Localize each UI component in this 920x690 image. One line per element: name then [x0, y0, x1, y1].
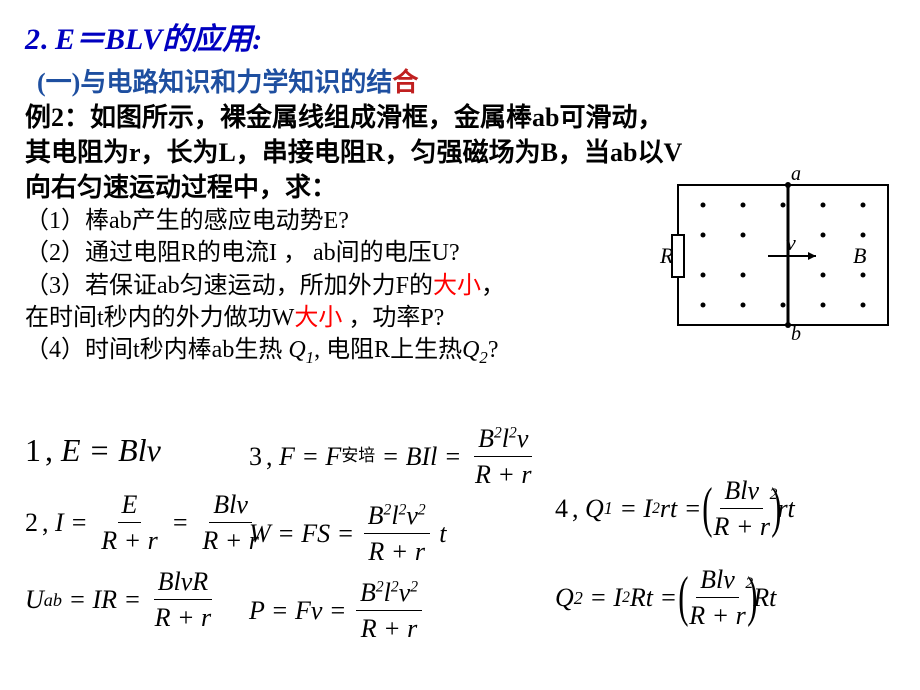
q3-part-b: ，: [481, 273, 505, 299]
formula-col-1: 1, E = Blv 2, I = ER + r = BlvR + r Uab …: [25, 415, 266, 641]
svg-text:B: B: [853, 243, 866, 268]
problem-line-1: 例2：如图所示，裸金属线组成滑框，金属棒ab可滑动，: [25, 100, 895, 135]
eq1-body: E = Blv: [61, 429, 161, 472]
q3-part-c: 在时间t秒内的外力做功W: [25, 305, 294, 331]
eq2-den1: R + r: [97, 523, 162, 558]
q3-highlight-1: 大小: [433, 273, 481, 299]
formula-col-2: 3, F = F安培 = BIl = B2l2vR + r W = FS = B…: [249, 415, 539, 653]
q4-q1: Q: [288, 337, 305, 363]
W-label: W = FS =: [249, 516, 354, 551]
W-den: R + r: [364, 534, 429, 569]
heading-text: E＝BLV的应用:: [55, 23, 262, 56]
formula-col-3: 4, Q1 = I2rt = ( BlvR + r )2 rt Q2 = I2R…: [555, 467, 795, 639]
svg-text:v: v: [786, 230, 796, 255]
Q1-sub: 1: [604, 496, 613, 521]
eq1-num: 1: [25, 429, 41, 472]
Uab-U: U: [25, 582, 44, 617]
formula-I: 2, I = ER + r = BlvR + r: [25, 487, 266, 558]
q4-sub1: 1: [306, 348, 314, 367]
q4-q2: Q: [462, 337, 479, 363]
formula-Q2: Q2 = I2Rt = ( BlvR + r )2 Rt: [555, 562, 795, 633]
q3-highlight-2: 大小: [294, 305, 342, 331]
Uab-mid: = IR =: [68, 582, 141, 617]
q3-part-d: ，功率P?: [342, 305, 444, 331]
W-suffix: t: [439, 516, 446, 551]
q4-sub2: 2: [479, 348, 487, 367]
sub-main: 与电路知识和力学知识的结: [80, 68, 392, 97]
q3-part-a: （3）若保证ab匀速运动，所加外力F的: [25, 273, 433, 299]
heading-number: 2: [25, 23, 40, 56]
eq4-num: 4: [555, 491, 568, 526]
q4-part-a: （4）时间t秒内棒ab生热: [25, 337, 288, 363]
sub-prefix: (一): [37, 68, 80, 97]
heading-dot: .: [40, 23, 55, 56]
Q2-den: R + r: [685, 598, 750, 633]
eq2-num2: Blv: [209, 487, 252, 523]
F-mid: = BIl =: [382, 439, 462, 474]
formula-W: W = FS = B2l2v2R + r t: [249, 498, 539, 569]
eq2-I: I: [55, 505, 64, 540]
formula-F: 3, F = F安培 = BIl = B2l2vR + r: [249, 421, 539, 492]
formula-Q1: 4, Q1 = I2rt = ( BlvR + r )2 rt: [555, 473, 795, 544]
Q2-num: Blv: [696, 562, 739, 598]
eq2-num1: E: [118, 487, 142, 523]
svg-text:a: a: [791, 170, 801, 185]
formula-E: 1, E = Blv: [25, 421, 266, 481]
Q2-Q: Q: [555, 580, 574, 615]
eq2-num: 2: [25, 505, 38, 540]
svg-text:R: R: [659, 243, 674, 268]
formula-Uab: Uab = IR = BlvRR + r: [25, 564, 266, 635]
sub-heading: (一)与电路知识和力学知识的结合: [37, 65, 895, 100]
Uab-sub: ab: [44, 588, 62, 613]
q4-part-c: ?: [488, 337, 499, 363]
sub-suffix: 合: [392, 68, 418, 97]
svg-text:b: b: [791, 323, 801, 340]
P-den: R + r: [357, 611, 422, 646]
q4-part-b: , 电阻R上生热: [314, 337, 462, 363]
Q1-Q: Q: [585, 491, 604, 526]
eq3-num: 3: [249, 439, 262, 474]
P-label: P = Fv =: [249, 593, 346, 628]
formula-P: P = Fv = B2l2v2R + r: [249, 575, 539, 646]
F-anpei: 安培: [341, 445, 375, 468]
Q1-num: Blv: [720, 473, 763, 509]
problem-line-2: 其电阻为r，长为L，串接电阻R，匀强磁场为B，当ab以V: [25, 135, 895, 170]
F-den: R + r: [471, 457, 536, 492]
circuit-diagram: R a b v B: [658, 170, 898, 340]
Q1-den: R + r: [709, 509, 774, 544]
section-heading: 2. E＝BLV的应用:: [25, 20, 895, 61]
Q2-sub: 2: [574, 586, 583, 611]
Uab-den: R + r: [151, 600, 216, 635]
F-prefix: F = F: [279, 439, 341, 474]
Uab-num: BlvR: [154, 564, 213, 600]
